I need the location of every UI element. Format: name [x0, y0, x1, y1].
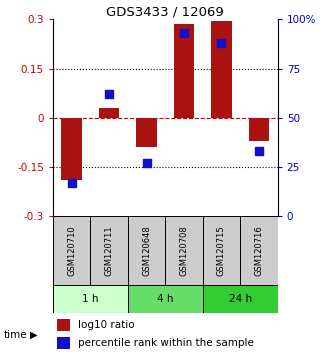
- Text: GSM120648: GSM120648: [142, 225, 151, 276]
- Point: [107, 91, 112, 97]
- Bar: [91, 216, 128, 285]
- Text: log10 ratio: log10 ratio: [78, 320, 134, 330]
- Bar: [174, 24, 194, 118]
- Bar: [61, 118, 82, 180]
- Bar: [211, 21, 232, 118]
- Title: GDS3433 / 12069: GDS3433 / 12069: [107, 5, 224, 18]
- Point: [256, 149, 262, 154]
- Text: percentile rank within the sample: percentile rank within the sample: [78, 338, 254, 348]
- Text: GSM120710: GSM120710: [67, 225, 76, 276]
- Bar: [249, 118, 269, 141]
- Bar: [53, 216, 91, 285]
- Bar: [240, 216, 278, 285]
- Bar: [128, 216, 165, 285]
- Bar: [99, 108, 119, 118]
- Bar: [203, 216, 240, 285]
- Bar: [53, 285, 128, 313]
- Text: time: time: [3, 330, 27, 339]
- Text: GSM120715: GSM120715: [217, 225, 226, 276]
- Text: 4 h: 4 h: [157, 294, 174, 304]
- Text: GSM120716: GSM120716: [255, 225, 264, 276]
- Text: ▶: ▶: [30, 330, 37, 339]
- Point: [69, 180, 74, 186]
- Bar: [165, 216, 203, 285]
- Bar: [203, 285, 278, 313]
- Point: [144, 160, 149, 166]
- Bar: [128, 285, 203, 313]
- Text: 24 h: 24 h: [229, 294, 252, 304]
- Bar: [57, 337, 70, 349]
- Bar: [57, 319, 70, 331]
- Text: GSM120708: GSM120708: [179, 225, 188, 276]
- Bar: [136, 118, 157, 148]
- Text: GSM120711: GSM120711: [105, 225, 114, 276]
- Point: [219, 40, 224, 46]
- Text: 1 h: 1 h: [82, 294, 99, 304]
- Point: [181, 30, 187, 36]
